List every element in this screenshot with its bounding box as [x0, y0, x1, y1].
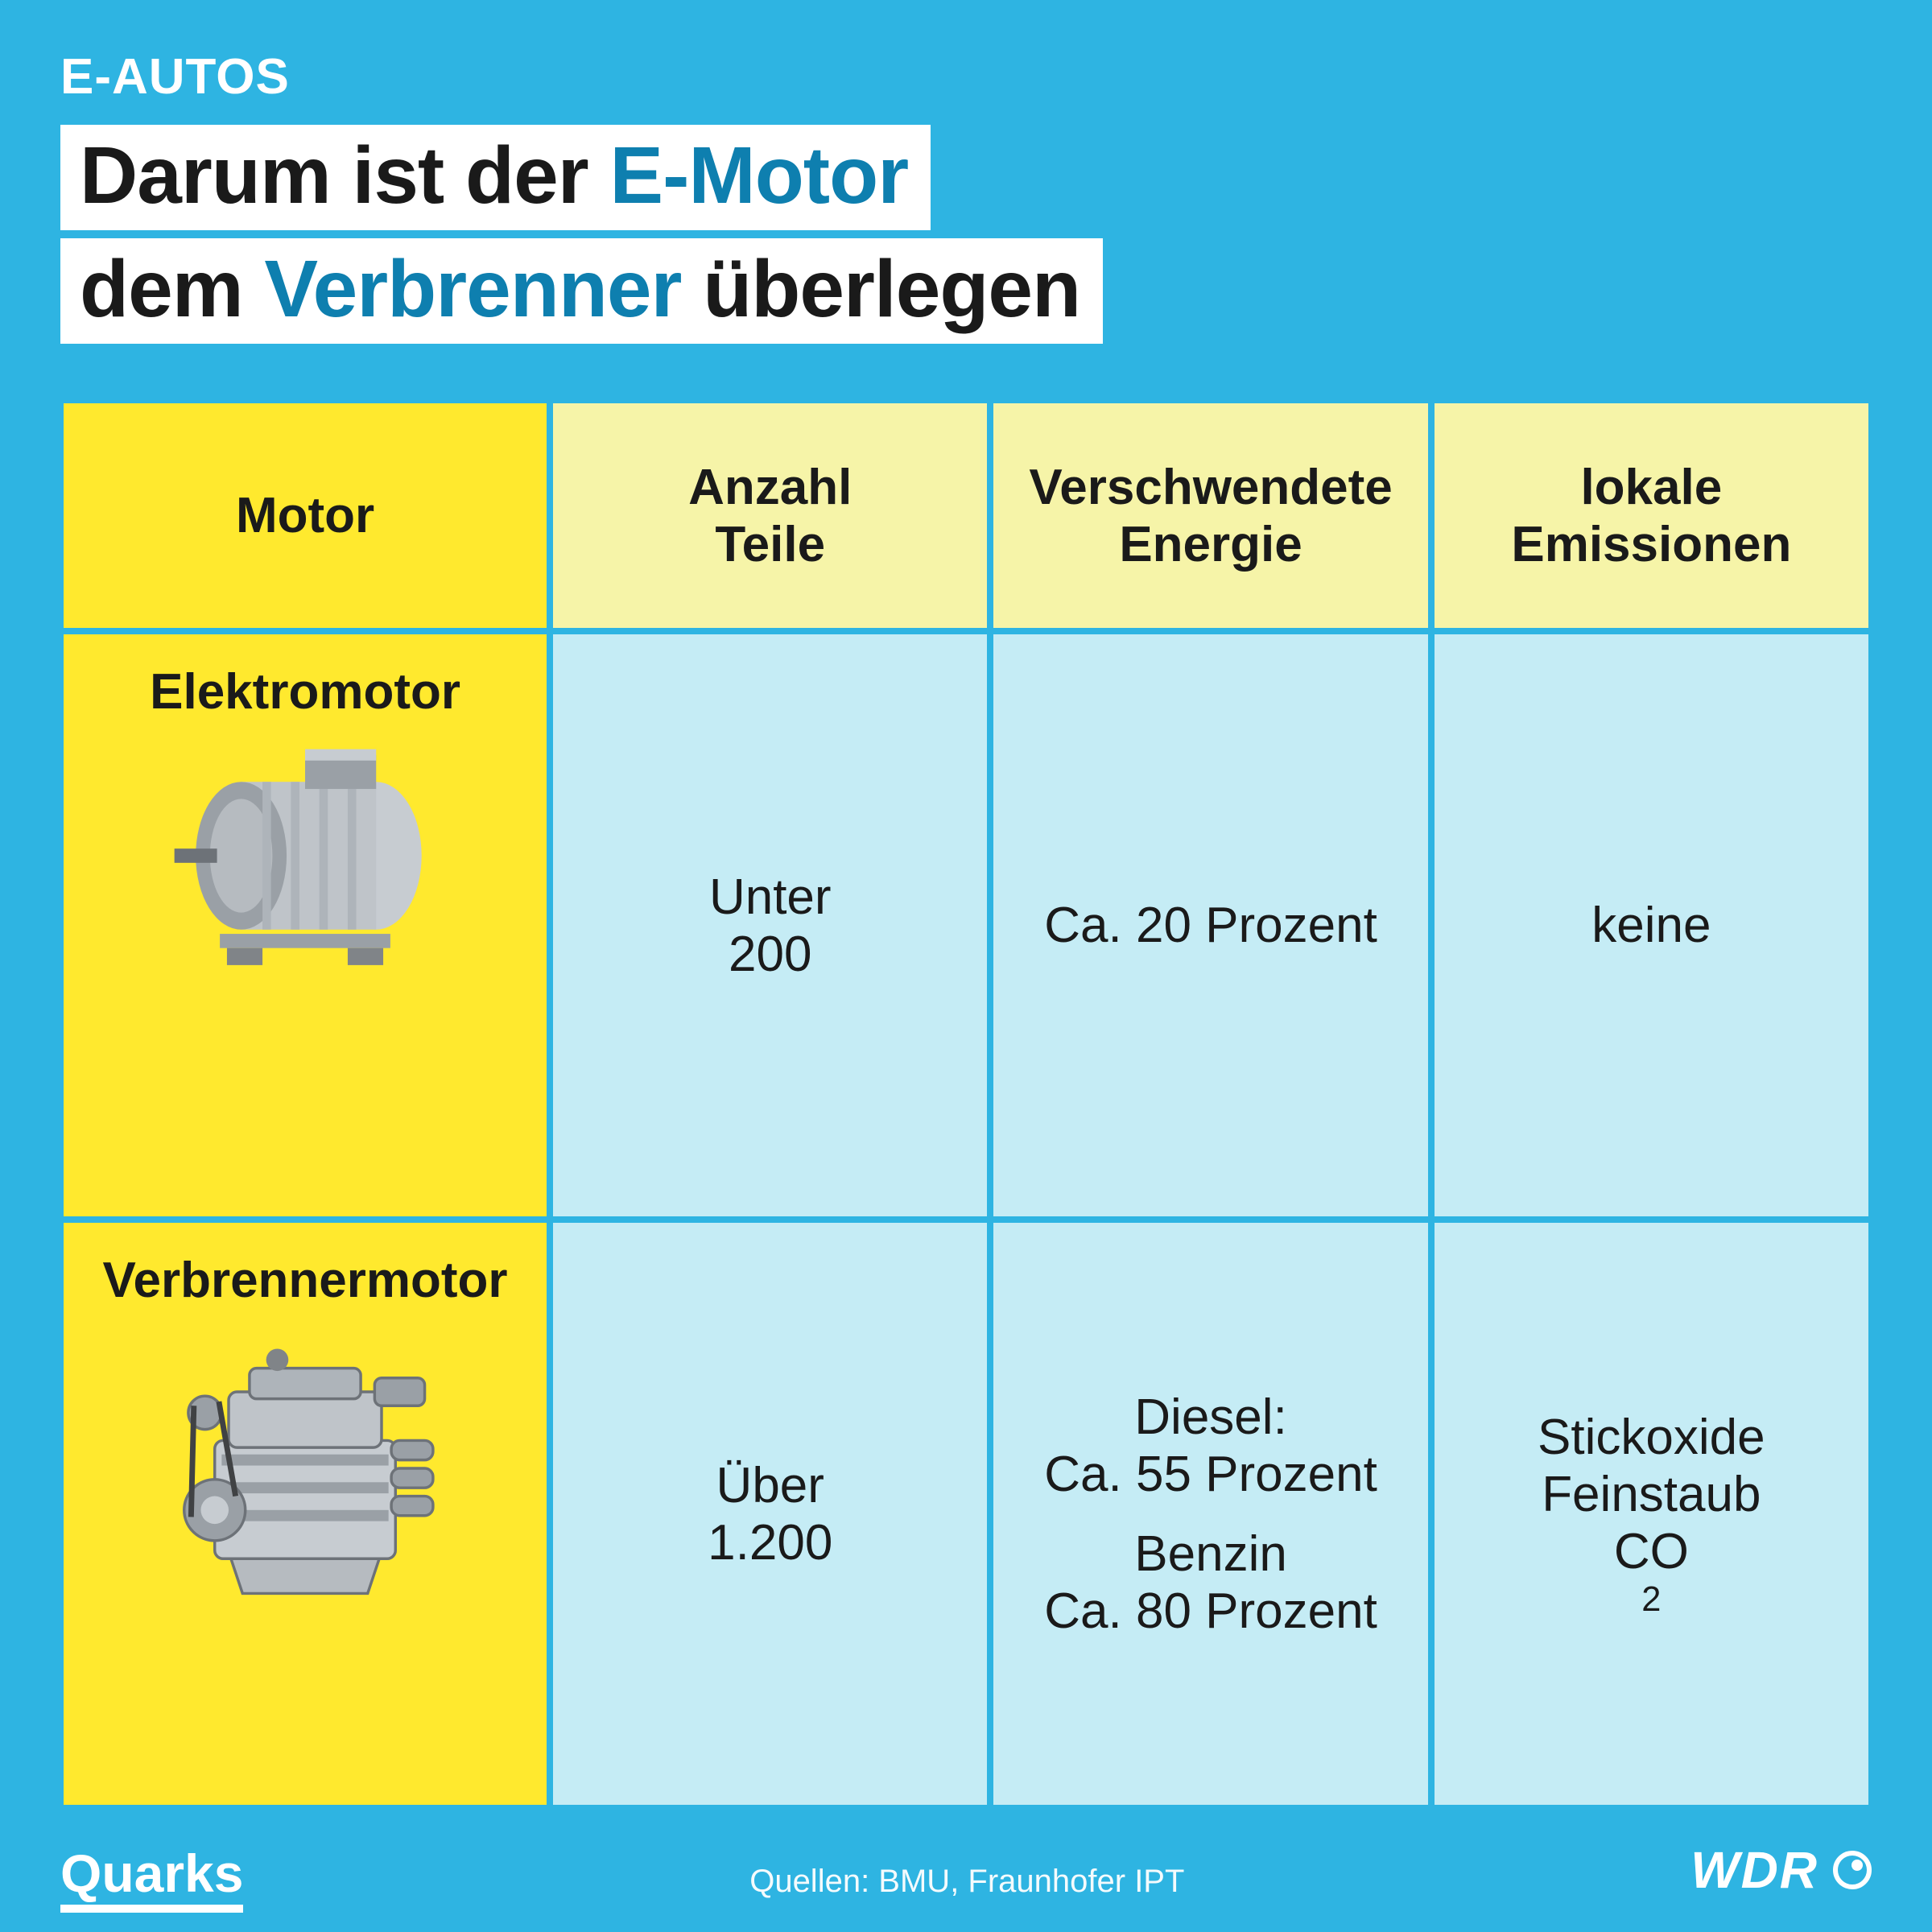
infographic-canvas: E-AUTOS Darum ist der E-Motor dem Verbre…: [0, 0, 1932, 1932]
row-combustion-head: Verbrennermotor: [60, 1220, 550, 1808]
cell-combustion-wasted: Diesel:Ca. 55 Prozent BenzinCa. 80 Proze…: [990, 1220, 1430, 1808]
row-electric-head: Elektromotor: [60, 631, 550, 1220]
headline: Darum ist der E-Motor dem Verbrenner übe…: [60, 125, 1872, 352]
th-parts: AnzahlTeile: [550, 400, 990, 631]
cell-electric-wasted: Ca. 20 Prozent: [990, 631, 1430, 1220]
th-motor: Motor: [60, 400, 550, 631]
cell-combustion-parts: Über1.200: [550, 1220, 990, 1808]
combustion-engine-icon: [152, 1323, 458, 1613]
headline-line-1: Darum ist der E-Motor: [60, 125, 1872, 238]
electric-motor-icon: [160, 735, 450, 976]
wdr-logo-icon: [1833, 1851, 1872, 1889]
cell-electric-emissions: keine: [1431, 631, 1872, 1220]
category-label: E-AUTOS: [60, 48, 1872, 105]
brand-wdr: WDR: [1690, 1840, 1872, 1900]
cell-electric-parts: Unter200: [550, 631, 990, 1220]
comparison-table: Motor AnzahlTeile VerschwendeteEnergie l…: [60, 400, 1872, 1808]
cell-combustion-emissions: StickoxideFeinstaubCO2: [1431, 1220, 1872, 1808]
th-wasted: VerschwendeteEnergie: [990, 400, 1430, 631]
sources-text: Quellen: BMU, Fraunhofer IPT: [749, 1864, 1184, 1900]
th-emissions: lokaleEmissionen: [1431, 400, 1872, 631]
brand-quarks: Quarks: [60, 1847, 243, 1900]
footer: Quarks Quellen: BMU, Fraunhofer IPT WDR: [60, 1840, 1872, 1900]
headline-line-2: dem Verbrenner überlegen: [60, 238, 1872, 352]
